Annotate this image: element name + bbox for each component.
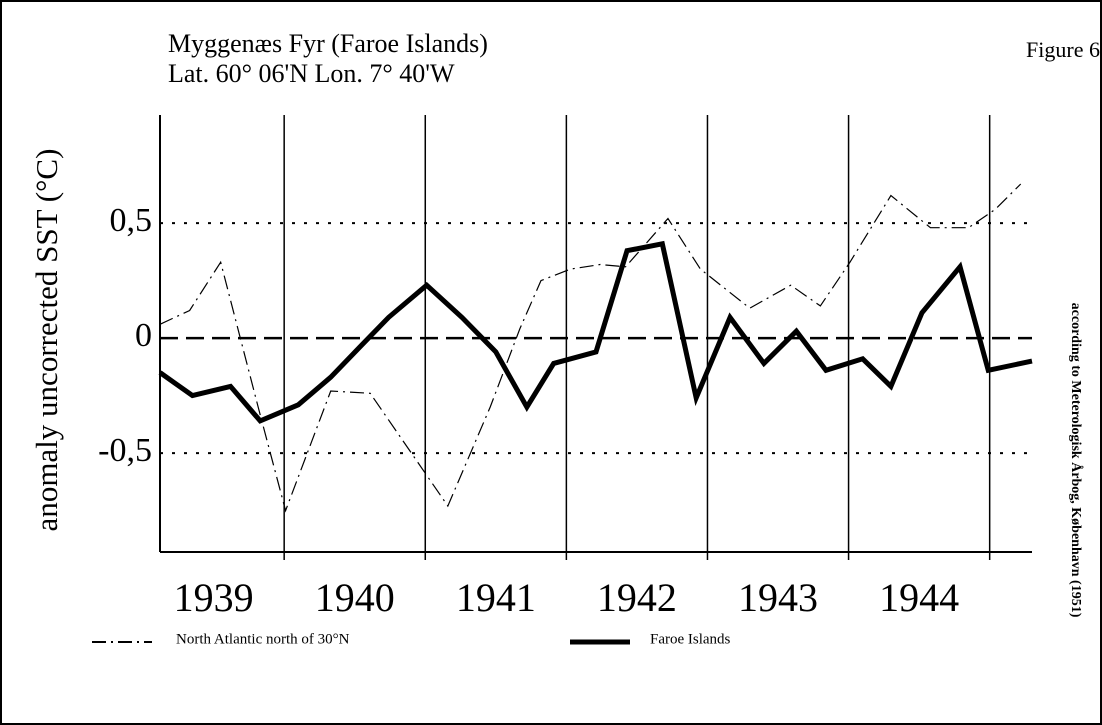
series-line [159, 183, 1022, 513]
x-tick-label: 1942 [597, 575, 677, 620]
series-line [158, 240, 1033, 424]
y-tick-label: 0,5 [110, 202, 153, 239]
figure-label: Figure 6 [1026, 37, 1100, 62]
x-tick-label: 1943 [738, 575, 818, 620]
legend-label: Faroe Islands [650, 631, 731, 647]
source-note: according to Meterologisk Årbog, Københa… [1068, 303, 1084, 618]
x-tick-label: 1941 [456, 575, 536, 620]
x-tick-label: 1939 [174, 575, 254, 620]
x-tick-label: 1944 [879, 575, 959, 620]
legend-label: North Atlantic north of 30°N [176, 631, 350, 647]
x-tick-label: 1940 [315, 575, 395, 620]
y-tick-label: -0,5 [98, 432, 152, 469]
chart-subtitle: Lat. 60° 06'N Lon. 7° 40'W [168, 59, 455, 88]
y-tick-label: 0 [135, 317, 152, 354]
y-axis-label: anomaly uncorrected SST (°C) [29, 149, 64, 532]
chart-title: Myggenæs Fyr (Faroe Islands) [168, 29, 488, 58]
